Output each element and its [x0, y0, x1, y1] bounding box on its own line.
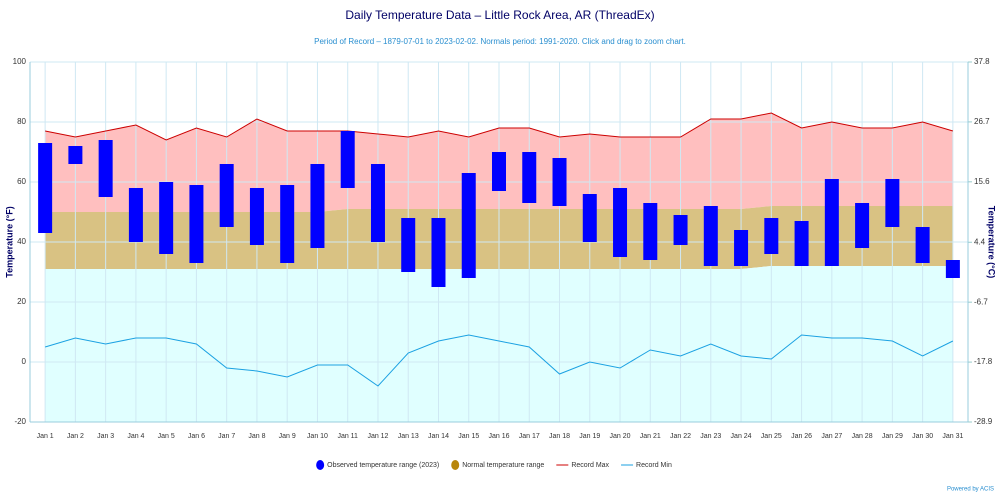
observed-bar: [613, 188, 628, 257]
observed-bar: [582, 194, 597, 242]
y2-tick-label: 4.4: [974, 237, 986, 246]
observed-bar: [492, 152, 506, 191]
x-tick-label: Jan 31: [942, 433, 963, 440]
observed-bar: [189, 185, 204, 263]
x-tick-label: Jan 26: [791, 433, 812, 440]
legend-label: Record Max: [571, 462, 609, 469]
observed-bar: [643, 203, 658, 260]
x-tick-label: Jan 4: [127, 433, 144, 440]
x-tick-label: Jan 9: [279, 433, 296, 440]
y-tick-label: 60: [17, 177, 26, 186]
x-tick-label: Jan 6: [188, 433, 205, 440]
chart-title: Daily Temperature Data – Little Rock Are…: [345, 8, 654, 22]
observed-bar: [461, 173, 476, 278]
y2-tick-label: 15.6: [974, 177, 990, 186]
observed-bar: [915, 227, 930, 263]
x-tick-label: Jan 2: [67, 433, 84, 440]
observed-bar: [159, 182, 174, 254]
y2-tick-label: -6.7: [974, 297, 988, 306]
x-tick-label: Jan 28: [852, 433, 873, 440]
legend-label: Observed temperature range (2023): [327, 462, 439, 469]
legend-marker: [451, 460, 460, 470]
x-tick-label: Jan 27: [821, 433, 842, 440]
chart-subtitle: Period of Record – 1879-07-01 to 2023-02…: [314, 37, 686, 46]
x-tick-label: Jan 7: [218, 433, 235, 440]
observed-bar: [38, 143, 53, 233]
observed-bar: [522, 152, 537, 203]
y2-tick-label: 37.8: [974, 57, 990, 66]
x-tick-label: Jan 17: [519, 433, 540, 440]
observed-bar: [310, 164, 325, 248]
y-tick-label: 80: [17, 117, 26, 126]
x-tick-label: Jan 23: [700, 433, 721, 440]
observed-bar: [703, 206, 718, 266]
y2-axis-label: Temperature (°C): [987, 206, 997, 278]
y-tick-label: 100: [13, 57, 27, 66]
x-tick-label: Jan 14: [428, 433, 449, 440]
y-tick-label: 40: [17, 237, 26, 246]
observed-bar: [98, 140, 113, 197]
x-tick-label: Jan 20: [610, 433, 631, 440]
y2-tick-label: -17.8: [974, 357, 993, 366]
x-tick-label: Jan 21: [640, 433, 661, 440]
observed-bar: [552, 158, 567, 206]
observed-bar: [68, 146, 83, 164]
y-tick-label: 20: [17, 297, 26, 306]
x-tick-label: Jan 19: [579, 433, 600, 440]
x-tick-label: Jan 8: [248, 433, 265, 440]
y2-tick-label: -28.9: [974, 417, 993, 426]
y-tick-label: 0: [22, 357, 27, 366]
observed-bar: [885, 179, 900, 227]
x-tick-label: Jan 29: [882, 433, 903, 440]
x-tick-label: Jan 15: [458, 433, 479, 440]
observed-bar: [340, 131, 355, 188]
observed-bar: [219, 164, 234, 227]
observed-bar: [249, 188, 264, 245]
x-tick-label: Jan 1: [37, 433, 54, 440]
observed-bar: [401, 218, 416, 272]
y2-tick-label: 26.7: [974, 117, 990, 126]
x-tick-label: Jan 30: [912, 433, 933, 440]
footer-credit[interactable]: Powered by ACIS: [947, 487, 994, 493]
observed-bar: [673, 215, 688, 245]
observed-bar: [824, 179, 839, 266]
observed-bar: [128, 188, 143, 242]
y-tick-label: -20: [14, 417, 26, 426]
observed-bar: [734, 230, 749, 266]
line: [45, 112, 954, 141]
x-tick-label: Jan 12: [367, 433, 388, 440]
x-tick-label: Jan 3: [97, 433, 114, 440]
observed-bar: [855, 203, 870, 248]
observed-bar: [945, 260, 960, 278]
observed-bar: [370, 164, 385, 242]
legend-label: Normal temperature range: [462, 462, 544, 469]
line: [44, 334, 954, 387]
x-tick-label: Jan 25: [761, 433, 782, 440]
x-tick-label: Jan 10: [307, 433, 328, 440]
x-tick-label: Jan 5: [158, 433, 175, 440]
legend-label: Record Min: [636, 462, 672, 469]
x-tick-label: Jan 16: [488, 433, 509, 440]
y-axis-label: Temperature (°F): [4, 206, 14, 277]
x-tick-label: Jan 22: [670, 433, 691, 440]
x-tick-label: Jan 13: [398, 433, 419, 440]
x-tick-label: Jan 11: [337, 433, 358, 440]
observed-bar: [794, 221, 809, 266]
observed-bar: [280, 185, 295, 263]
legend-marker: [316, 460, 325, 470]
x-tick-label: Jan 18: [549, 433, 570, 440]
x-tick-label: Jan 24: [731, 433, 752, 440]
observed-bar: [431, 218, 446, 287]
observed-bar: [764, 218, 779, 254]
legend: Observed temperature range (2023) Normal …: [316, 460, 672, 470]
